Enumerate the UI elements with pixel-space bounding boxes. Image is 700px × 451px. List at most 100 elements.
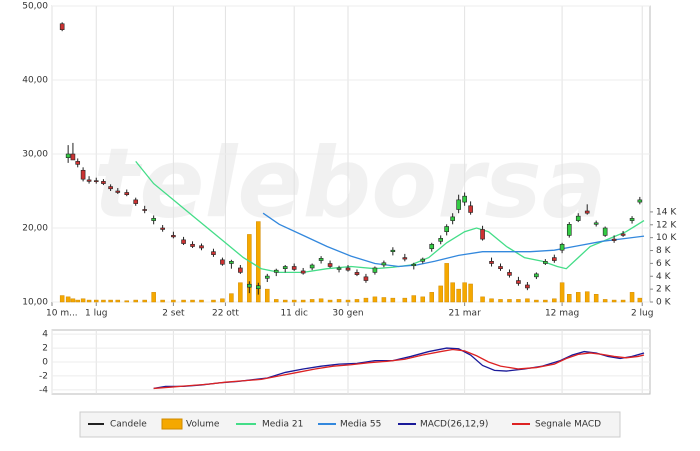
series-line bbox=[135, 160, 645, 274]
y-tick-label: 10,00 bbox=[22, 298, 48, 308]
candle-body bbox=[402, 257, 408, 260]
candle-body bbox=[300, 270, 306, 274]
candle-body bbox=[602, 227, 608, 236]
candle-body bbox=[124, 192, 130, 195]
candle-body bbox=[86, 179, 92, 182]
candle-body bbox=[199, 245, 204, 249]
candle-body bbox=[629, 218, 635, 221]
volume-bar bbox=[420, 296, 426, 303]
volume-bar bbox=[327, 299, 333, 303]
candle-body bbox=[309, 264, 315, 269]
volume-bar bbox=[108, 299, 113, 303]
volume-bar bbox=[220, 298, 225, 303]
volume-bar bbox=[336, 299, 342, 303]
candle-body bbox=[444, 226, 449, 233]
volume-bar bbox=[543, 299, 548, 303]
candle-body bbox=[133, 199, 139, 204]
candle-body bbox=[70, 153, 76, 161]
candle-body bbox=[190, 243, 195, 247]
candle-body bbox=[390, 249, 396, 252]
legend-icon bbox=[161, 418, 183, 430]
candle-body bbox=[516, 280, 521, 284]
volume-bar bbox=[637, 297, 643, 303]
candle-body bbox=[584, 210, 590, 214]
volume-bar bbox=[94, 299, 99, 303]
candle-body bbox=[438, 238, 444, 242]
volume-bar bbox=[211, 299, 216, 303]
volume-bar bbox=[142, 299, 147, 303]
candle-body bbox=[363, 276, 369, 281]
candle-body bbox=[65, 153, 71, 159]
candle-body bbox=[345, 267, 351, 271]
volume-bar bbox=[372, 296, 378, 303]
volume-bar bbox=[300, 299, 306, 303]
y-tick-label: -2 bbox=[39, 371, 48, 381]
candle-body bbox=[80, 169, 86, 180]
candle-body bbox=[566, 224, 572, 236]
candle-body bbox=[327, 263, 333, 267]
candle-body bbox=[171, 235, 176, 238]
candle-body bbox=[420, 258, 426, 262]
x-tick-label: 22 ott bbox=[212, 309, 239, 319]
candle-body bbox=[273, 269, 279, 273]
candle-body bbox=[525, 284, 530, 289]
candle-body bbox=[318, 258, 324, 261]
x-tick-label: 12 mag bbox=[545, 309, 579, 319]
candle-body bbox=[620, 233, 626, 236]
volume-bar bbox=[429, 292, 434, 303]
volume-bar bbox=[291, 299, 297, 303]
volume-bar bbox=[86, 299, 92, 303]
candle-body bbox=[108, 186, 113, 190]
x-tick-label: 10 m... bbox=[46, 309, 78, 319]
series-line bbox=[153, 348, 645, 390]
y-tick-label: 20,00 bbox=[22, 224, 48, 234]
candle-body bbox=[211, 251, 216, 255]
candle-body bbox=[101, 181, 106, 184]
volume-bar bbox=[620, 299, 626, 303]
candle-body bbox=[256, 285, 261, 289]
candle-body bbox=[354, 272, 360, 275]
volume-bar bbox=[238, 282, 243, 303]
y2-tick-label: 4 K bbox=[656, 272, 672, 282]
candle-body bbox=[291, 266, 297, 270]
volume-bar bbox=[265, 288, 270, 303]
y2-tick-label: 10 K bbox=[656, 233, 677, 243]
candle-body bbox=[429, 243, 435, 250]
volume-bar bbox=[480, 296, 485, 303]
legend-label: Segnale MACD bbox=[535, 420, 601, 430]
candle-body bbox=[59, 23, 65, 30]
volume-bar bbox=[559, 282, 565, 303]
candle-body bbox=[507, 272, 512, 276]
series-line bbox=[262, 212, 645, 268]
y2-tick-label: 6 K bbox=[656, 259, 672, 269]
candle-body bbox=[593, 222, 599, 225]
candle-body bbox=[336, 267, 342, 270]
volume-bar bbox=[318, 298, 324, 303]
volume-bar bbox=[611, 299, 617, 303]
legend-label: Media 21 bbox=[262, 420, 303, 430]
y-tick-label: 30,00 bbox=[22, 150, 48, 160]
volume-bar bbox=[498, 299, 503, 303]
volume-bar bbox=[593, 294, 599, 303]
x-tick-label: 30 gen bbox=[332, 309, 363, 319]
volume-bar bbox=[229, 293, 234, 303]
candle-body bbox=[247, 283, 252, 288]
y-tick-label: 50,00 bbox=[22, 2, 48, 12]
volume-bar bbox=[171, 299, 176, 303]
candle-body bbox=[75, 161, 81, 165]
candle-body bbox=[611, 238, 617, 241]
y2-tick-label: 14 K bbox=[656, 207, 677, 217]
candle-body bbox=[181, 239, 186, 244]
volume-bar bbox=[516, 299, 521, 303]
candle-body bbox=[534, 273, 539, 278]
candle-body bbox=[264, 275, 270, 279]
candle-body bbox=[468, 205, 473, 213]
x-tick-label: 2 set bbox=[162, 309, 185, 319]
volume-bar bbox=[584, 291, 590, 303]
candle-body bbox=[456, 199, 461, 210]
volume-bar bbox=[274, 299, 279, 303]
volume-bar bbox=[534, 299, 539, 303]
x-tick-label: 1 lug bbox=[85, 309, 108, 319]
y2-tick-label: 8 K bbox=[656, 246, 672, 256]
